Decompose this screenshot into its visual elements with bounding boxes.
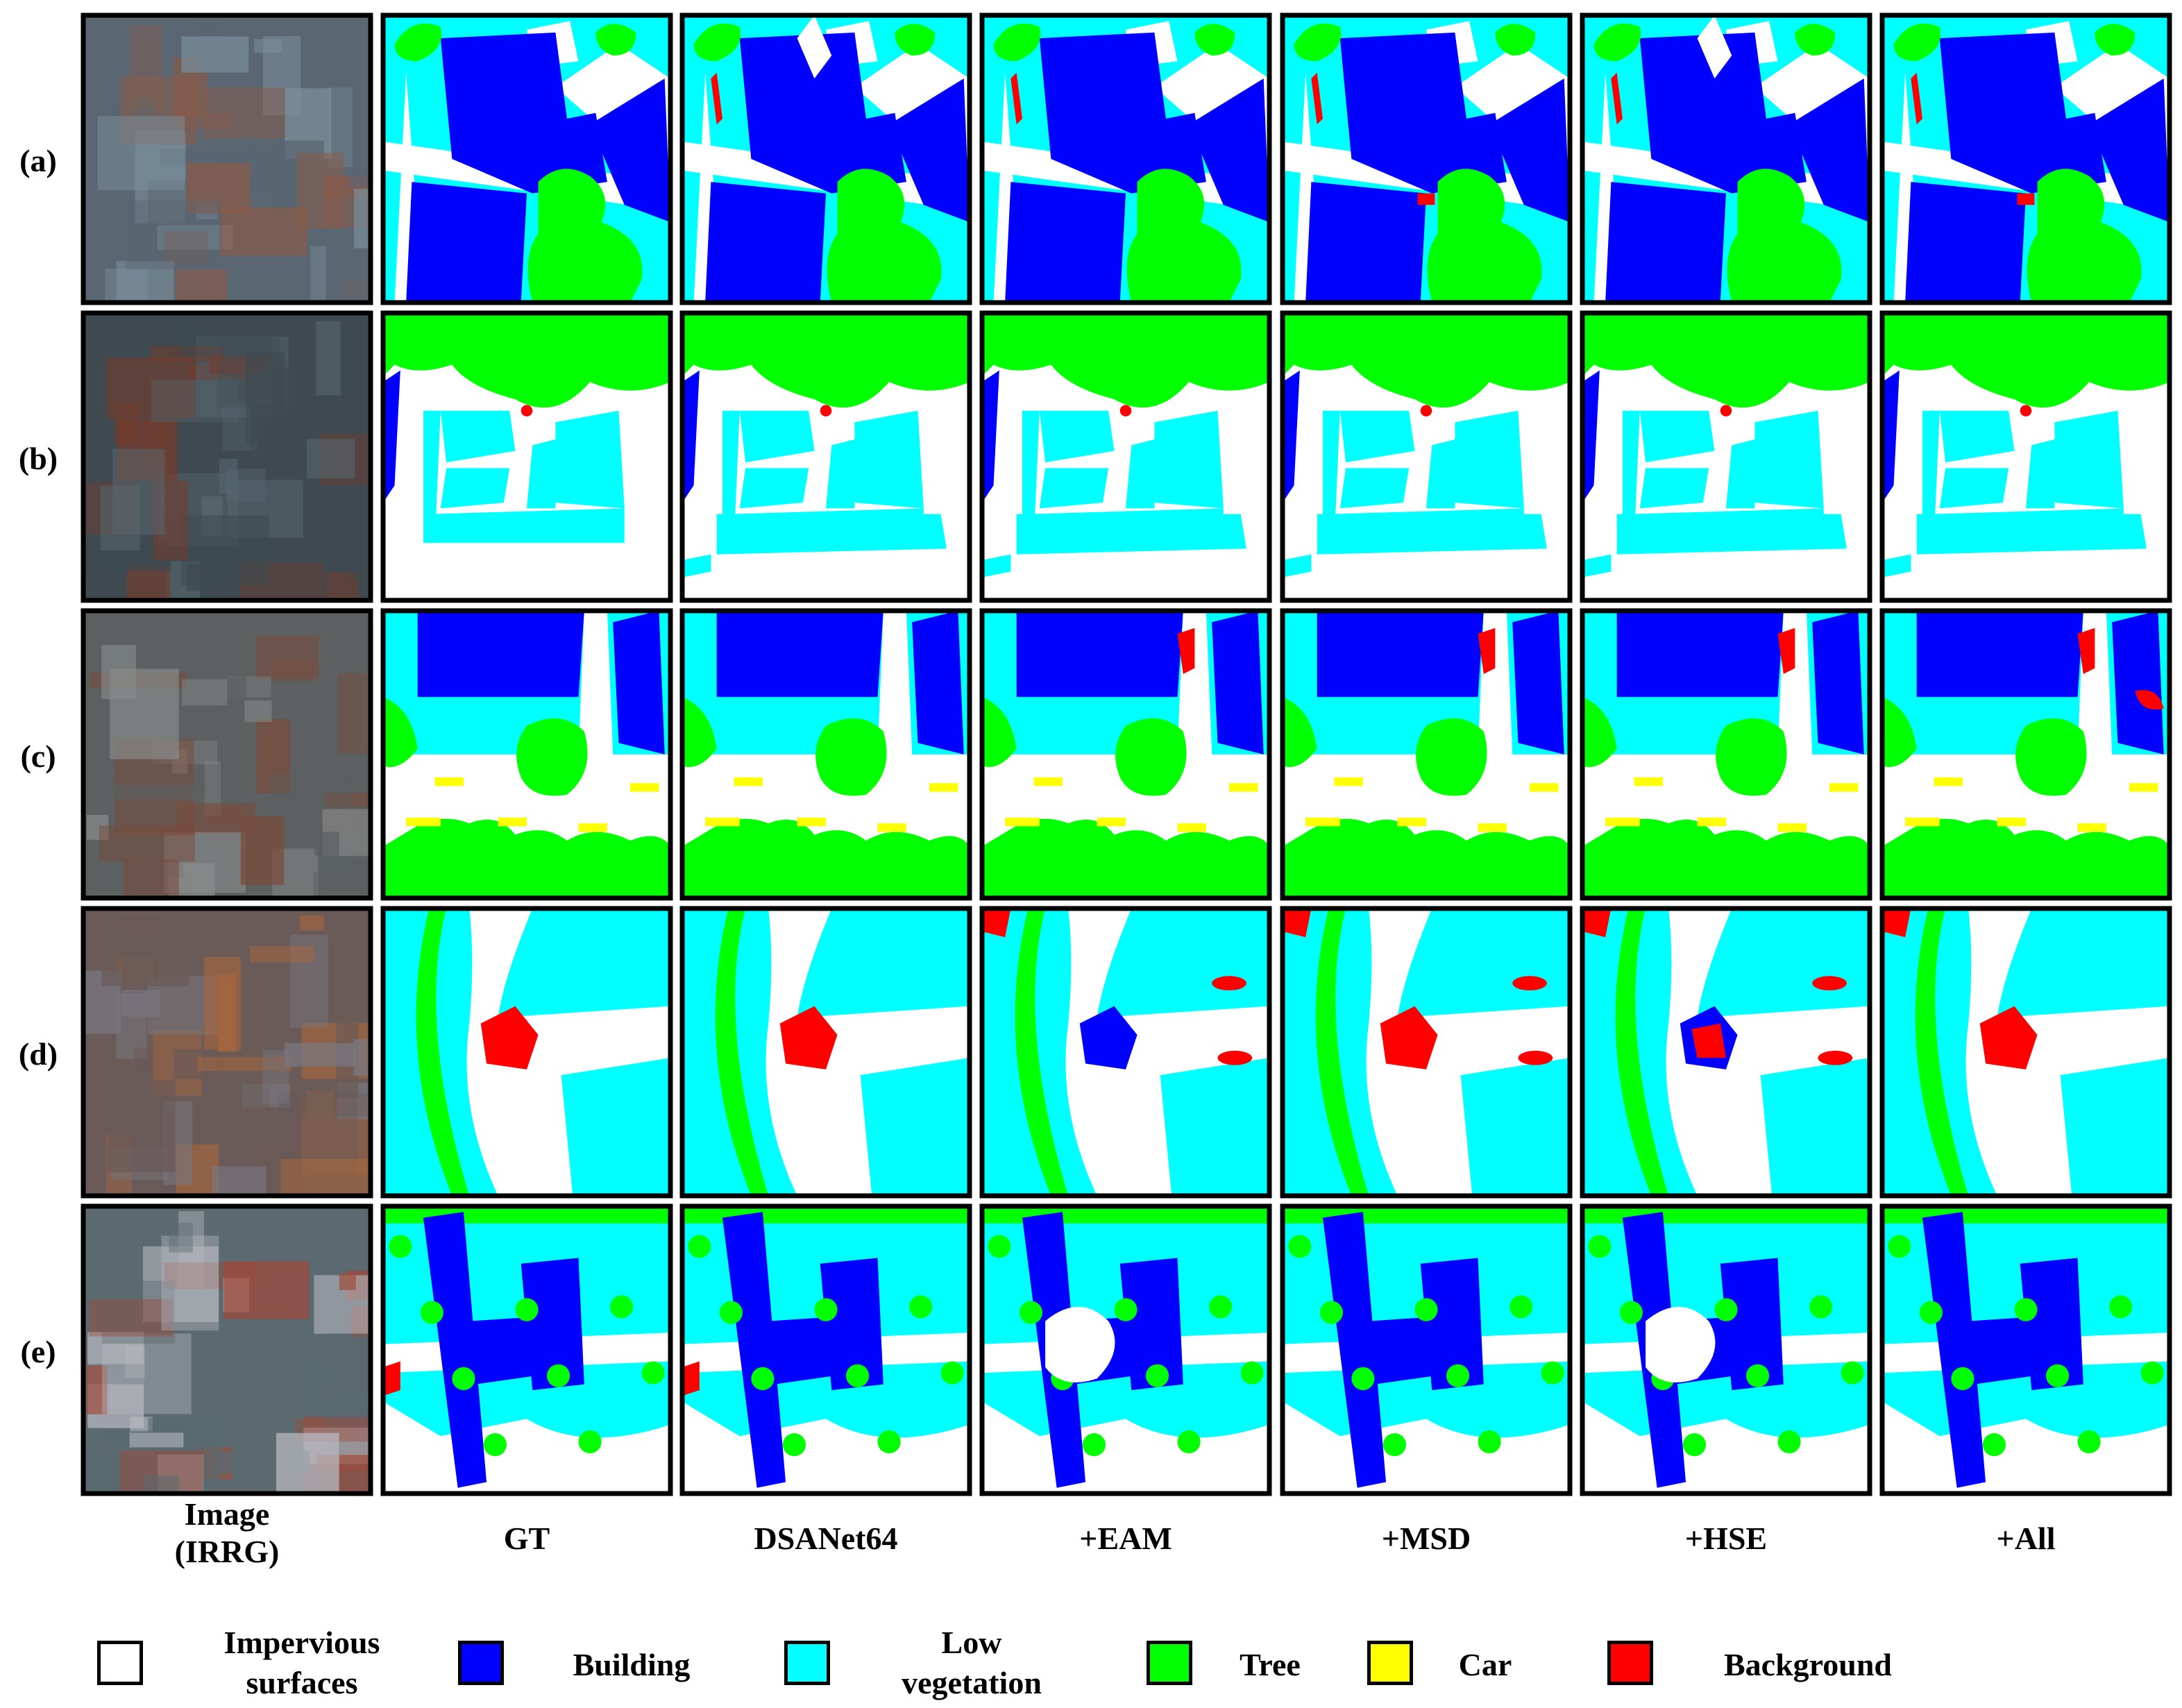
cell-frame xyxy=(1580,310,1872,603)
cell-3-1 xyxy=(383,908,670,1196)
legend-label-building: Building xyxy=(573,1647,691,1682)
cell-0-1 xyxy=(383,15,670,303)
cell-frame xyxy=(81,608,373,901)
legend-label-car: Car xyxy=(1458,1647,1512,1682)
cell-frame xyxy=(1879,12,2172,305)
cell-frame xyxy=(979,1203,1272,1496)
cell-0-2 xyxy=(682,15,970,303)
cell-frame xyxy=(679,310,972,603)
cell-frame xyxy=(81,310,373,603)
column-label-eam: +EAM xyxy=(1079,1521,1172,1556)
cell-2-6 xyxy=(1882,611,2170,898)
cell-3-0 xyxy=(83,908,371,1196)
legend-swatch-tree xyxy=(1147,1641,1192,1685)
cell-frame xyxy=(1280,608,1573,901)
row-label-c: (c) xyxy=(20,738,56,774)
cell-frame xyxy=(679,12,972,305)
cell-frame xyxy=(380,310,673,603)
cell-1-1 xyxy=(383,313,670,600)
cell-1-3 xyxy=(982,313,1269,600)
legend-swatch-lowveg xyxy=(784,1641,830,1685)
column-label-all: +All xyxy=(1996,1521,2056,1556)
legend-label-impervious: Impervious surfaces xyxy=(223,1625,380,1700)
cell-frame xyxy=(1280,310,1573,603)
cell-0-0 xyxy=(83,15,371,303)
cell-frame xyxy=(979,608,1272,901)
cell-3-2 xyxy=(682,908,970,1196)
cell-1-4 xyxy=(1283,313,1570,600)
cell-4-1 xyxy=(383,1206,670,1494)
cell-frame xyxy=(679,608,972,901)
cell-2-5 xyxy=(1582,611,1870,898)
cell-4-0 xyxy=(83,1206,371,1494)
cell-frame xyxy=(1580,12,1872,305)
cell-1-5 xyxy=(1582,313,1870,600)
cell-frame xyxy=(1879,608,2172,901)
cell-frame xyxy=(1580,906,1872,1199)
cell-frame xyxy=(81,906,373,1199)
cell-2-2 xyxy=(682,611,970,898)
cell-frame xyxy=(81,1203,373,1496)
cell-0-6 xyxy=(1882,15,2170,303)
cell-1-6 xyxy=(1882,313,2170,600)
cell-4-5 xyxy=(1582,1206,1870,1494)
cell-frame xyxy=(81,12,373,305)
cell-frame xyxy=(1280,12,1573,305)
row-label-d: (d) xyxy=(18,1036,58,1072)
cell-4-3 xyxy=(982,1206,1269,1494)
legend-swatch-impervious xyxy=(97,1641,143,1685)
column-label-msd: +MSD xyxy=(1381,1521,1471,1556)
cell-2-4 xyxy=(1283,611,1570,898)
cell-frame xyxy=(1280,1203,1573,1496)
column-label-hse: +HSE xyxy=(1684,1521,1768,1556)
cell-3-3 xyxy=(982,908,1269,1196)
cell-frame xyxy=(1580,1203,1872,1496)
column-label-gt: GT xyxy=(503,1521,550,1556)
cell-2-1 xyxy=(383,611,670,898)
cell-frame xyxy=(1580,608,1872,901)
cell-1-0 xyxy=(83,313,371,600)
cell-2-3 xyxy=(982,611,1269,898)
cell-frame xyxy=(1280,906,1573,1199)
row-label-e: (e) xyxy=(20,1334,56,1369)
cell-frame xyxy=(1879,906,2172,1199)
cell-2-0 xyxy=(83,611,371,898)
cell-3-6 xyxy=(1882,908,2170,1196)
cell-4-6 xyxy=(1882,1206,2170,1494)
cell-frame xyxy=(979,906,1272,1199)
cell-0-4 xyxy=(1283,15,1570,303)
legend-swatch-car xyxy=(1367,1641,1413,1685)
legend-swatch-background xyxy=(1607,1641,1653,1685)
cell-frame xyxy=(380,608,673,901)
cell-0-3 xyxy=(982,15,1269,303)
cell-frame xyxy=(679,906,972,1199)
cell-frame xyxy=(380,906,673,1199)
cell-1-2 xyxy=(682,313,970,600)
cell-frame xyxy=(1879,1203,2172,1496)
cell-frame xyxy=(979,12,1272,305)
cell-3-5 xyxy=(1582,908,1870,1196)
cell-0-5 xyxy=(1582,15,1870,303)
cell-frame xyxy=(380,1203,673,1496)
cell-frame xyxy=(979,310,1272,603)
column-label-image: Image (IRRG) xyxy=(174,1496,280,1569)
legend-swatch-building xyxy=(458,1641,504,1685)
legend-label-tree: Tree xyxy=(1240,1647,1301,1682)
cell-4-4 xyxy=(1283,1206,1570,1494)
column-label-dsanet64: DSANet64 xyxy=(754,1521,898,1556)
legend-label-background: Background xyxy=(1723,1647,1893,1682)
cell-frame xyxy=(380,12,673,305)
cell-frame xyxy=(1879,310,2172,603)
cell-3-4 xyxy=(1283,908,1570,1196)
legend-label-lowveg: Low vegetation xyxy=(902,1625,1042,1700)
row-label-b: (b) xyxy=(18,441,58,476)
cell-frame xyxy=(679,1203,972,1496)
row-label-a: (a) xyxy=(19,143,57,178)
cell-4-2 xyxy=(682,1206,970,1494)
